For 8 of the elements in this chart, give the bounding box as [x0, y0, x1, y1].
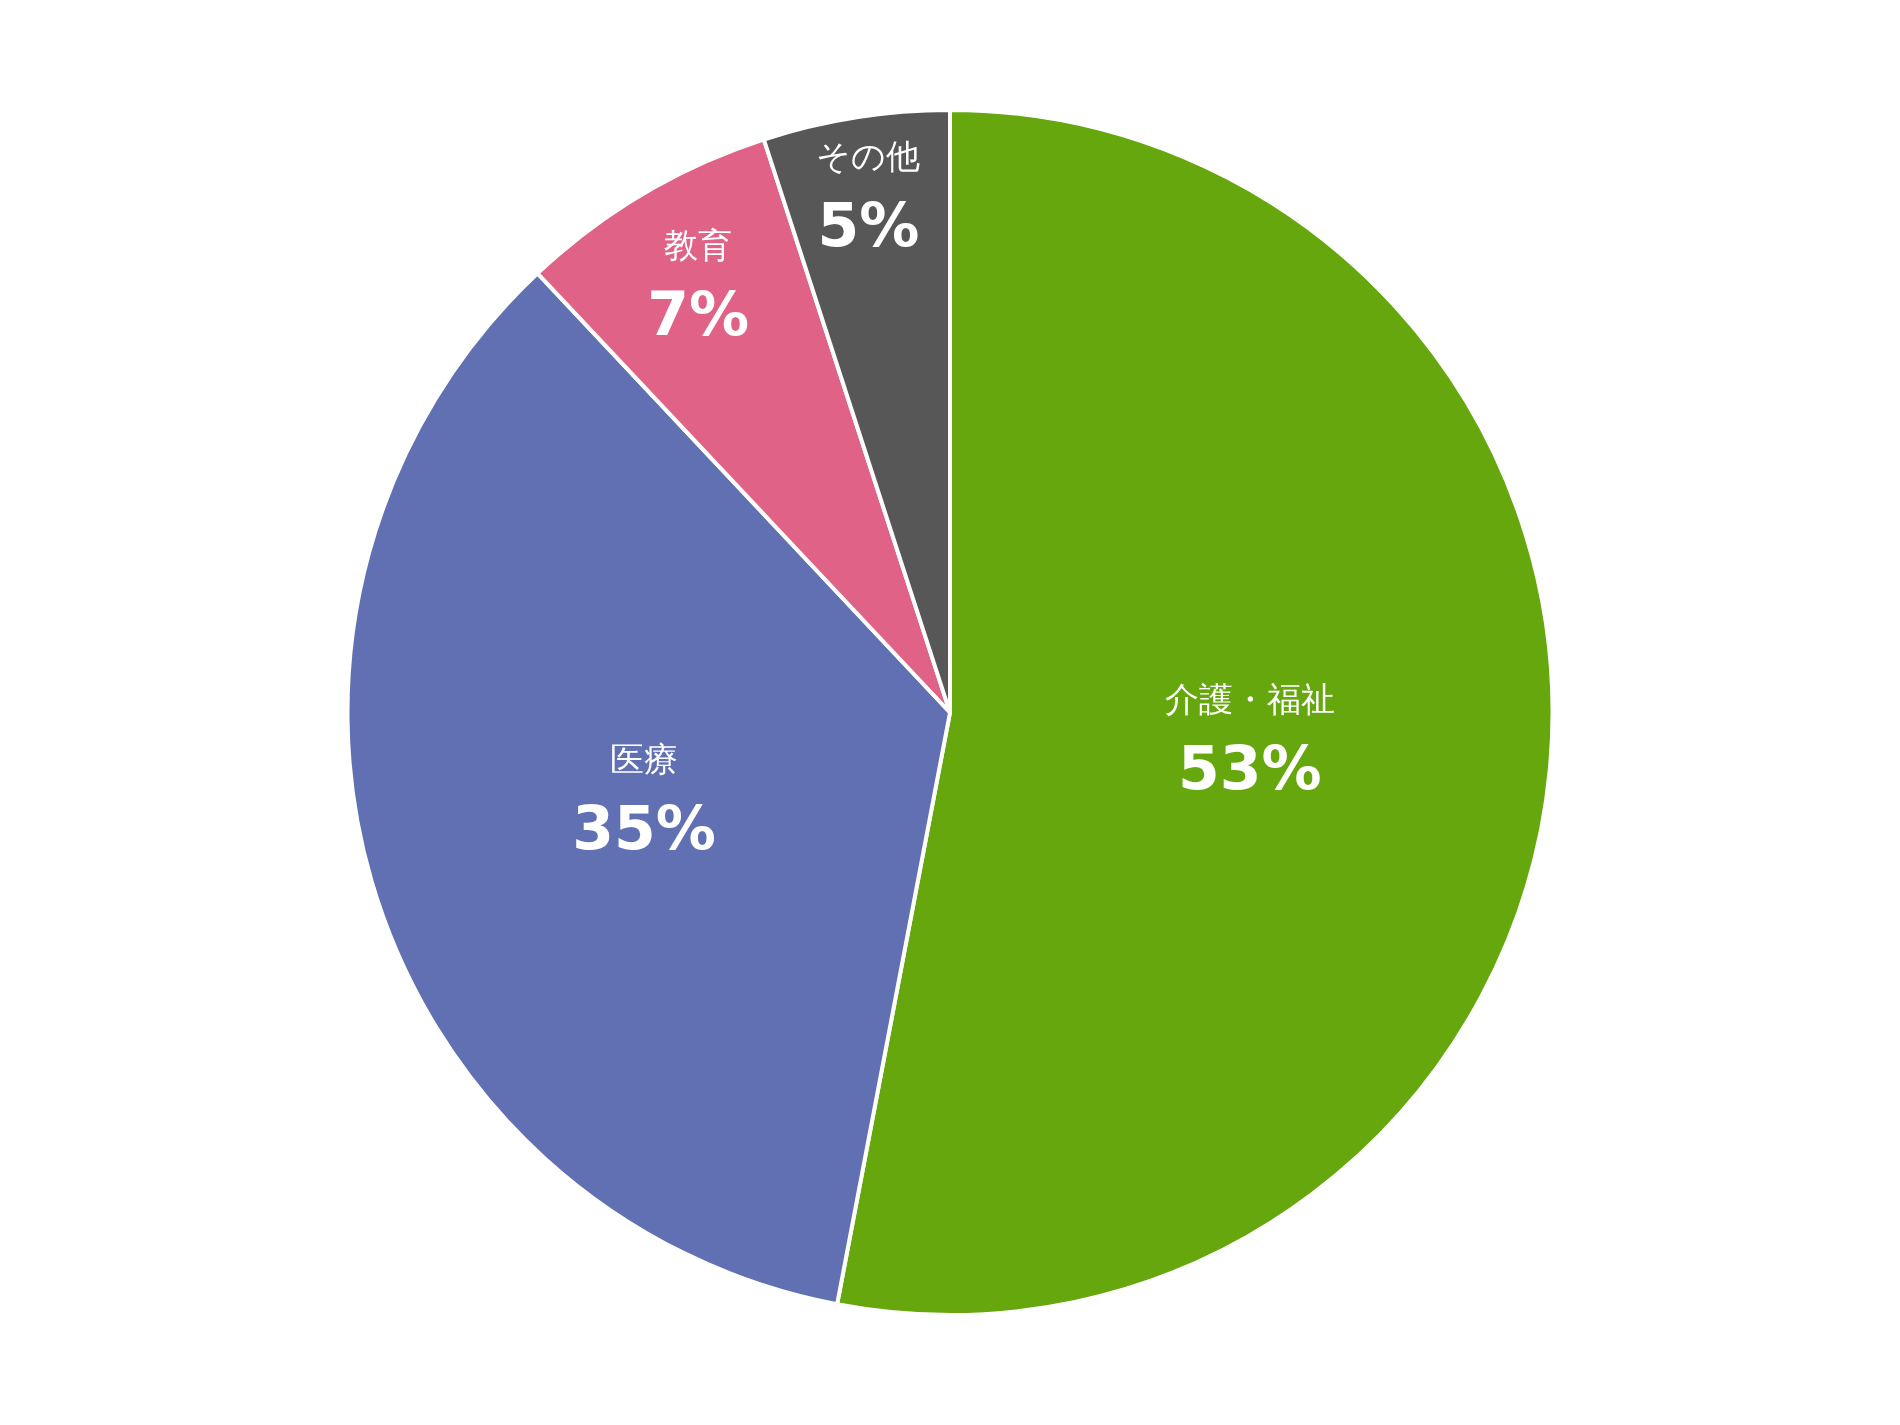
slice-label: 医療 — [610, 739, 679, 780]
data-label: 35% — [572, 793, 716, 864]
data-label: 5% — [817, 189, 920, 260]
slice-label: その他 — [816, 135, 921, 176]
data-label: 53% — [1178, 732, 1322, 803]
slice-label: 教育 — [664, 224, 733, 265]
slice-label: 介護・福祉 — [1164, 678, 1335, 719]
data-label: 7% — [647, 278, 750, 349]
